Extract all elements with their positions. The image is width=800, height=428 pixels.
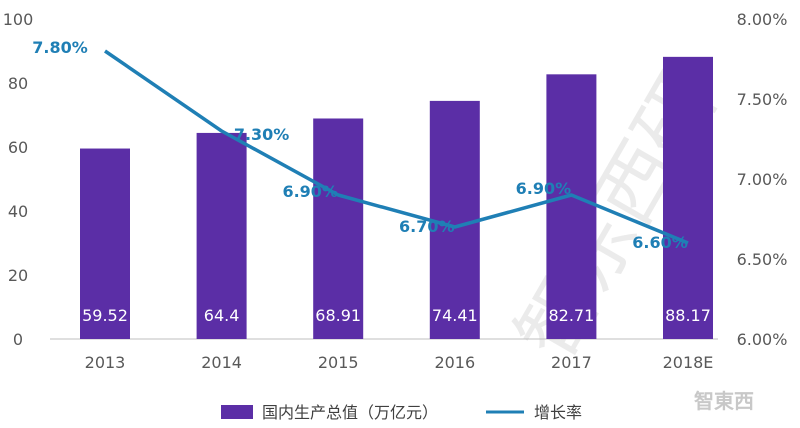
category-label: 2015: [318, 353, 359, 372]
growth-rate-label: 6.90%: [516, 179, 572, 198]
category-label: 2016: [434, 353, 475, 372]
bar-value-label: 59.52: [82, 306, 128, 325]
left-tick-label: 80: [8, 74, 28, 93]
left-tick-label: 60: [8, 138, 28, 157]
bar: [546, 74, 597, 339]
bar: [80, 148, 130, 339]
bar-value-label: 82.71: [548, 306, 594, 325]
category-label: 2014: [201, 353, 242, 372]
legend-label-growth: 增长率: [534, 403, 582, 422]
brand-logo: 智東西: [694, 389, 754, 413]
bar-value-label: 68.91: [315, 306, 361, 325]
bar: [663, 56, 713, 340]
category-labels: 2013 2014 2015 2016 2017 2018E: [85, 353, 714, 372]
category-label: 2017: [551, 353, 592, 372]
growth-rate-label: 6.60%: [632, 233, 688, 252]
category-label: 2018E: [663, 353, 714, 372]
left-tick-label: 40: [8, 202, 28, 221]
bar: [429, 100, 480, 339]
bar: [313, 118, 364, 339]
left-tick-label: 20: [8, 266, 28, 285]
right-tick-label: 6.50%: [737, 250, 788, 269]
bar-value-label: 74.41: [432, 306, 478, 325]
right-axis-ticks: 6.00% 6.50% 7.00% 7.50% 8.00%: [737, 10, 788, 349]
left-axis-ticks: 0 20 40 60 80 100: [3, 10, 34, 349]
bar: [196, 132, 247, 339]
bar-value-label: 64.4: [204, 306, 240, 325]
growth-line: [104, 49, 689, 245]
growth-rate-label: 7.80%: [32, 38, 88, 57]
right-tick-label: 7.00%: [737, 170, 788, 189]
category-label: 2013: [85, 353, 126, 372]
legend: 国内生产总值（万亿元） 增长率: [221, 403, 582, 422]
growth-rate-label: 7.30%: [234, 125, 290, 144]
bar-value-label: 88.17: [665, 306, 711, 325]
brand-logo-text: 智東西: [694, 389, 754, 413]
right-tick-label: 6.00%: [737, 330, 788, 349]
growth-rate-label: 6.70%: [399, 217, 455, 236]
growth-line-series: 7.80% 7.30% 6.90% 6.70% 6.90% 6.60%: [32, 38, 689, 252]
left-tick-label: 0: [13, 330, 23, 349]
bar-series: 59.52 64.4 68.91 74.41 82.71 88.17: [80, 56, 713, 340]
legend-label-gdp: 国内生产总值（万亿元）: [262, 403, 438, 422]
right-tick-label: 8.00%: [737, 10, 788, 29]
legend-swatch-bar: [221, 405, 253, 419]
left-tick-label: 100: [3, 10, 34, 29]
growth-rate-label: 6.90%: [282, 182, 338, 201]
right-tick-label: 7.50%: [737, 90, 788, 109]
